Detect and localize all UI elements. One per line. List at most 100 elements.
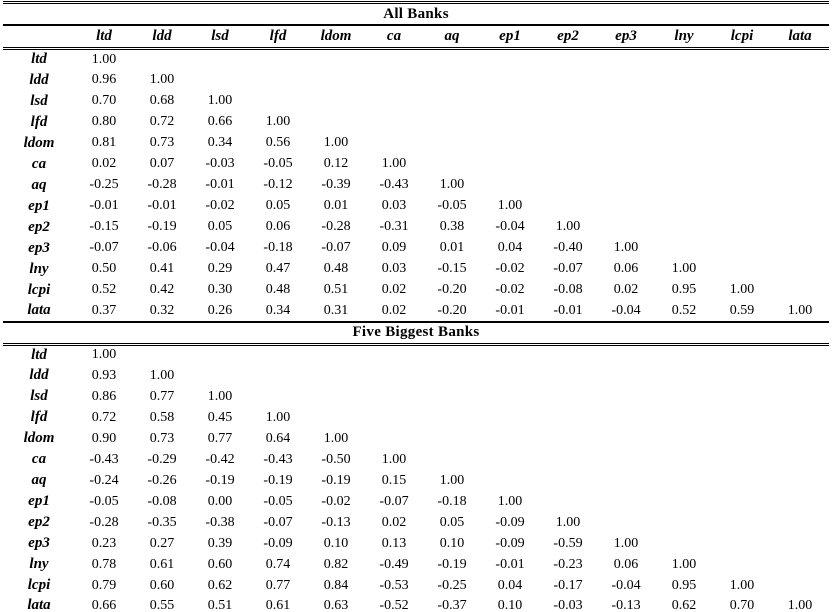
value-cell: 0.05	[207, 219, 233, 234]
empty-cell	[655, 217, 713, 238]
value-cell: 0.64	[265, 430, 291, 446]
value-cell: 0.10	[323, 535, 349, 551]
empty-cell	[423, 344, 481, 365]
empty-cell	[539, 491, 597, 512]
empty-cell	[307, 70, 365, 91]
column-header: ep3	[597, 25, 655, 50]
empty-cell	[423, 70, 481, 91]
table-row: lata 0.66 0.55 0.51 0.61 0.63 -0.52 -0.37 0.10 -0…	[3, 596, 829, 612]
value-cell: -0.06	[147, 240, 177, 255]
empty-cell	[713, 238, 771, 259]
empty-cell	[655, 49, 713, 70]
value-cell: -0.29	[147, 451, 177, 467]
value-cell: -0.25	[89, 177, 119, 192]
row-label: ep2	[28, 218, 50, 235]
table-row: ldom 0.81 0.73 0.34 0.56 1.00	[3, 133, 829, 154]
empty-cell	[597, 512, 655, 533]
value-cell: 1.00	[381, 156, 407, 171]
empty-cell	[771, 386, 829, 407]
value-cell: 0.02	[381, 514, 407, 530]
value-cell: -0.13	[321, 514, 351, 530]
table-row: ca -0.43 -0.29 -0.42 -0.43 -0.50 1.00	[3, 449, 829, 470]
value-cell: -0.03	[205, 156, 235, 171]
empty-cell	[597, 386, 655, 407]
empty-cell	[713, 70, 771, 91]
value-cell: -0.04	[611, 302, 641, 318]
table-row: ep3 0.23 0.27 0.39 -0.09 0.10 0.13 0.10 -0.09 -0.…	[3, 533, 829, 554]
value-cell: 1.00	[91, 51, 117, 67]
value-cell: 0.06	[265, 219, 291, 234]
empty-cell	[597, 196, 655, 217]
value-cell: 0.00	[207, 493, 233, 509]
empty-cell	[713, 386, 771, 407]
value-cell: 0.39	[207, 535, 233, 551]
value-cell: 0.07	[149, 156, 175, 171]
empty-cell	[655, 175, 713, 196]
empty-cell	[655, 407, 713, 428]
value-cell: -0.19	[437, 556, 467, 572]
value-cell: -0.07	[321, 240, 351, 255]
value-cell: 0.95	[671, 282, 697, 297]
value-cell: -0.04	[611, 577, 641, 593]
value-cell: -0.02	[495, 261, 525, 276]
value-cell: 0.96	[91, 72, 117, 87]
empty-cell	[539, 91, 597, 112]
value-cell: -0.13	[611, 597, 641, 612]
value-cell: 0.15	[381, 472, 407, 488]
empty-cell	[713, 49, 771, 70]
value-cell: 1.00	[613, 240, 639, 255]
value-cell: 0.32	[149, 302, 175, 318]
empty-cell	[191, 344, 249, 365]
empty-cell	[597, 407, 655, 428]
empty-cell	[365, 407, 423, 428]
empty-cell	[365, 365, 423, 386]
value-cell: -0.50	[321, 451, 351, 467]
value-cell: -0.19	[205, 472, 235, 488]
empty-cell	[539, 133, 597, 154]
value-cell: -0.53	[379, 577, 409, 593]
value-cell: 0.31	[323, 302, 349, 318]
value-cell: 0.72	[91, 409, 117, 425]
value-cell: 0.56	[265, 135, 291, 150]
value-cell: 0.55	[149, 597, 175, 612]
empty-cell	[713, 449, 771, 470]
value-cell: -0.08	[553, 282, 583, 297]
value-cell: -0.15	[89, 219, 119, 234]
empty-cell	[423, 449, 481, 470]
empty-cell	[597, 344, 655, 365]
empty-cell	[249, 70, 307, 91]
empty-cell	[597, 154, 655, 175]
empty-cell	[771, 196, 829, 217]
empty-cell	[597, 133, 655, 154]
row-label: ca	[31, 155, 47, 172]
empty-cell	[597, 365, 655, 386]
empty-cell	[423, 49, 481, 70]
empty-cell	[481, 154, 539, 175]
value-cell: 1.00	[555, 514, 581, 530]
value-cell: 0.70	[729, 597, 755, 612]
empty-cell	[365, 386, 423, 407]
value-cell: 0.66	[91, 597, 117, 612]
empty-cell	[771, 217, 829, 238]
empty-cell	[481, 470, 539, 491]
row-label: lny	[29, 260, 49, 277]
value-cell: -0.20	[437, 302, 467, 318]
empty-cell	[771, 280, 829, 301]
value-cell: -0.19	[263, 472, 293, 488]
section-row: All Banks	[3, 2, 830, 26]
value-cell: 0.63	[323, 597, 349, 612]
value-cell: -0.08	[147, 493, 177, 509]
row-label: lata	[27, 597, 51, 612]
value-cell: 0.68	[149, 93, 175, 108]
table-row: lfd 0.72 0.58 0.45 1.00	[3, 407, 829, 428]
value-cell: 1.00	[91, 347, 117, 363]
value-cell: -0.28	[321, 219, 351, 234]
value-cell: -0.09	[495, 514, 525, 530]
empty-cell	[539, 70, 597, 91]
empty-cell	[713, 344, 771, 365]
value-cell: -0.12	[263, 177, 293, 192]
value-cell: -0.18	[263, 240, 293, 255]
value-cell: 0.05	[439, 514, 465, 530]
value-cell: 0.38	[439, 219, 465, 234]
